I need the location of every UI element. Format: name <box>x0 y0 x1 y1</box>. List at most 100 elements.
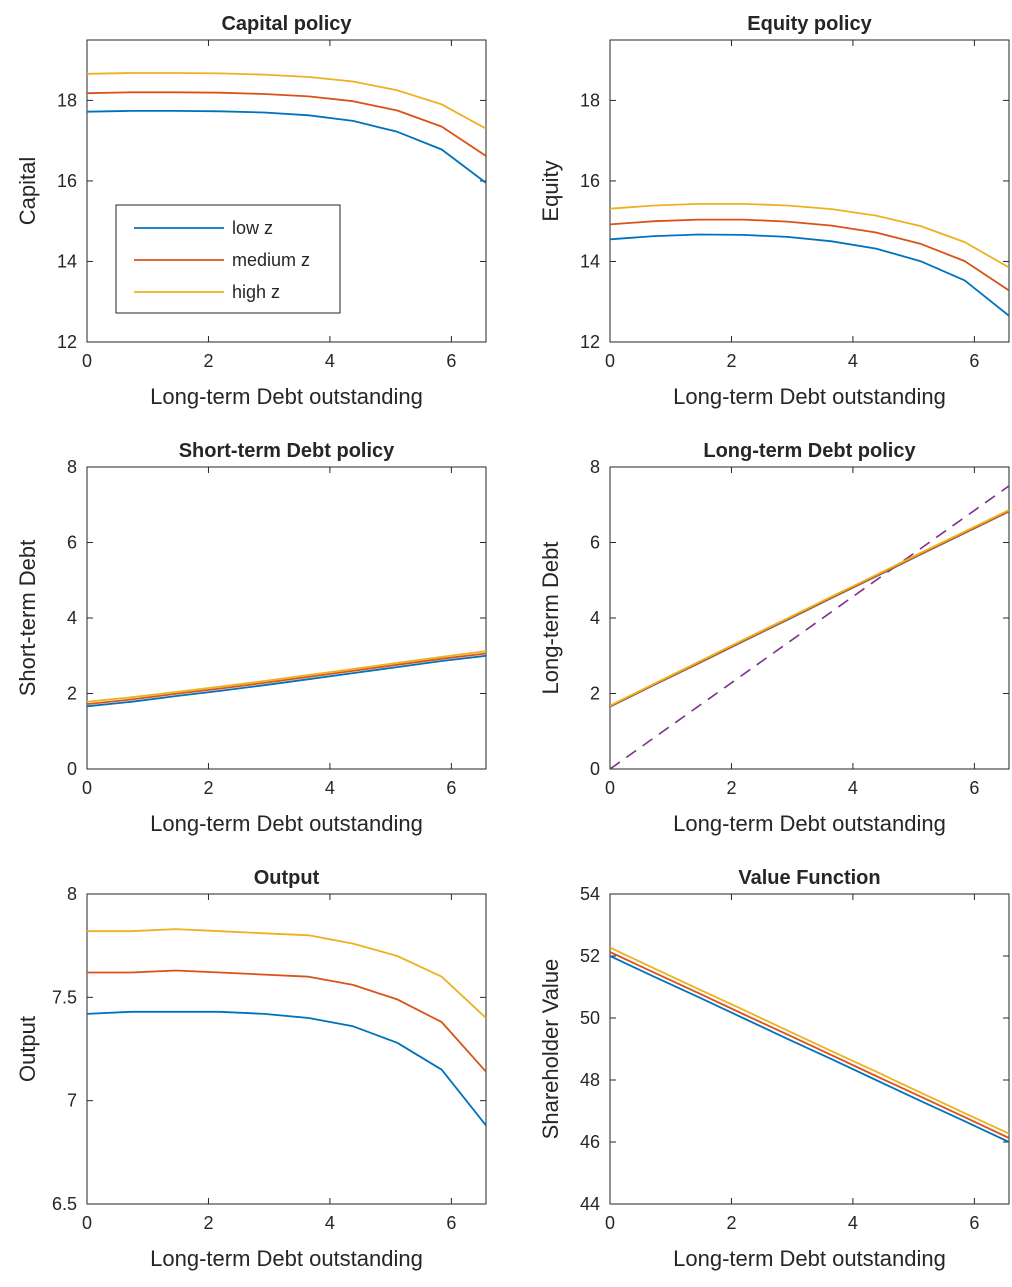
panel-title: Value Function <box>738 867 880 889</box>
x-tick-label: 4 <box>848 351 858 371</box>
series-line-low-z <box>87 1010 486 1127</box>
y-tick-label: 52 <box>580 946 600 966</box>
x-tick-label: 0 <box>82 1213 92 1233</box>
x-tick-label: 6 <box>969 351 979 371</box>
y-tick-label: 50 <box>580 1008 600 1028</box>
legend-label: high z <box>232 282 280 302</box>
y-tick-label: 12 <box>57 332 77 352</box>
y-axis-label: Capital <box>15 157 40 225</box>
y-tick-label: 7 <box>67 1091 77 1111</box>
series-line-medium-z <box>610 218 1009 292</box>
legend-label: medium z <box>232 250 310 270</box>
x-tick-label: 0 <box>82 778 92 798</box>
y-axis-label: Long-term Debt <box>538 542 563 695</box>
y-tick-label: 0 <box>590 759 600 779</box>
x-tick-label: 4 <box>325 778 335 798</box>
y-tick-label: 44 <box>580 1194 600 1214</box>
x-tick-label: 0 <box>605 351 615 371</box>
axes-box <box>86 39 487 343</box>
panel-1: 0 2 4 6 12 14 16 18 Capital policy Long-term Debt… <box>15 13 487 409</box>
y-tick-label: 8 <box>67 884 77 904</box>
axes-box <box>86 466 487 770</box>
panel-title: Capital policy <box>221 13 352 35</box>
y-tick-label: 4 <box>590 608 600 628</box>
y-axis-label: Equity <box>538 160 563 221</box>
panel-2: 0 2 4 6 12 14 16 18 Equity policy Long-term Debt … <box>538 13 1010 409</box>
x-tick-label: 4 <box>325 351 335 371</box>
y-tick-label: 54 <box>580 884 600 904</box>
y-tick-label: 6 <box>590 533 600 553</box>
y-tick-label: 48 <box>580 1070 600 1090</box>
y-tick-label: 2 <box>590 684 600 704</box>
x-axis-label: Long-term Debt outstanding <box>150 384 423 409</box>
series-line-high-z <box>87 650 486 703</box>
series-line-medium-z <box>87 969 486 1073</box>
x-tick-label: 2 <box>726 351 736 371</box>
series-line-high-z <box>610 202 1009 269</box>
axes-box <box>609 466 1010 770</box>
legend-box <box>115 204 341 314</box>
y-axis-label: Shareholder Value <box>538 959 563 1140</box>
x-tick-label: 6 <box>446 778 456 798</box>
series-line-high-z <box>610 509 1009 707</box>
y-tick-label: 8 <box>67 457 77 477</box>
panel-5: 0 2 4 6 6.5 7 7.5 8 Output Long-term Debt outstan… <box>15 867 487 1271</box>
y-tick-label: 14 <box>580 251 600 271</box>
series-line-high-z <box>610 946 1009 1135</box>
y-tick-label: 16 <box>580 171 600 191</box>
series-line-low-z <box>610 955 1009 1143</box>
y-tick-label: 2 <box>67 684 77 704</box>
x-axis-label: Long-term Debt outstanding <box>150 811 423 836</box>
y-tick-label: 6.5 <box>52 1194 77 1214</box>
y-tick-label: 0 <box>67 759 77 779</box>
x-tick-label: 0 <box>605 778 615 798</box>
x-axis-label: Long-term Debt outstanding <box>673 1246 946 1271</box>
x-tick-label: 6 <box>446 351 456 371</box>
x-tick-label: 6 <box>969 1213 979 1233</box>
y-tick-label: 8 <box>590 457 600 477</box>
legend: low z medium z high z <box>115 204 341 314</box>
x-tick-label: 6 <box>969 778 979 798</box>
y-tick-label: 12 <box>580 332 600 352</box>
panel-title: Output <box>254 867 320 889</box>
axes-box <box>609 39 1010 343</box>
series-line-high-z <box>87 928 486 1019</box>
series-line-medium-z <box>87 652 486 705</box>
y-tick-label: 16 <box>57 171 77 191</box>
series-line-low-z <box>87 110 486 184</box>
y-axis-label: Short-term Debt <box>15 540 40 697</box>
series-line-low-z <box>87 654 486 708</box>
x-tick-label: 4 <box>325 1213 335 1233</box>
x-tick-label: 2 <box>726 778 736 798</box>
x-tick-label: 2 <box>726 1213 736 1233</box>
y-tick-label: 4 <box>67 608 77 628</box>
x-tick-label: 2 <box>203 351 213 371</box>
x-tick-label: 0 <box>82 351 92 371</box>
series-line-medium-z <box>87 91 486 157</box>
series-line-high-z <box>87 72 486 130</box>
series-line-low-z <box>610 233 1009 317</box>
y-tick-label: 18 <box>57 90 77 110</box>
panel-title: Long-term Debt policy <box>703 440 916 462</box>
x-axis-label: Long-term Debt outstanding <box>150 1246 423 1271</box>
panel-title: Equity policy <box>747 13 872 35</box>
legend-label: low z <box>232 218 273 238</box>
x-tick-label: 0 <box>605 1213 615 1233</box>
axes-box <box>86 893 487 1205</box>
y-tick-label: 7.5 <box>52 987 77 1007</box>
y-axis-label: Output <box>15 1016 40 1082</box>
reference-line-45deg <box>610 485 1009 769</box>
series-line-medium-z <box>610 510 1009 708</box>
x-tick-label: 4 <box>848 1213 858 1233</box>
x-tick-label: 6 <box>446 1213 456 1233</box>
axes-box <box>609 893 1010 1205</box>
x-tick-label: 2 <box>203 1213 213 1233</box>
y-tick-label: 14 <box>57 251 77 271</box>
panel-3: 0 2 4 6 0 2 4 6 8 Short-term Debt policy Long-term… <box>15 440 487 836</box>
y-tick-label: 6 <box>67 533 77 553</box>
panel-4: 0 2 4 6 0 2 4 6 8 Long-term Debt policy Long-term … <box>538 440 1010 836</box>
series-line-medium-z <box>610 951 1009 1139</box>
x-tick-label: 2 <box>203 778 213 798</box>
